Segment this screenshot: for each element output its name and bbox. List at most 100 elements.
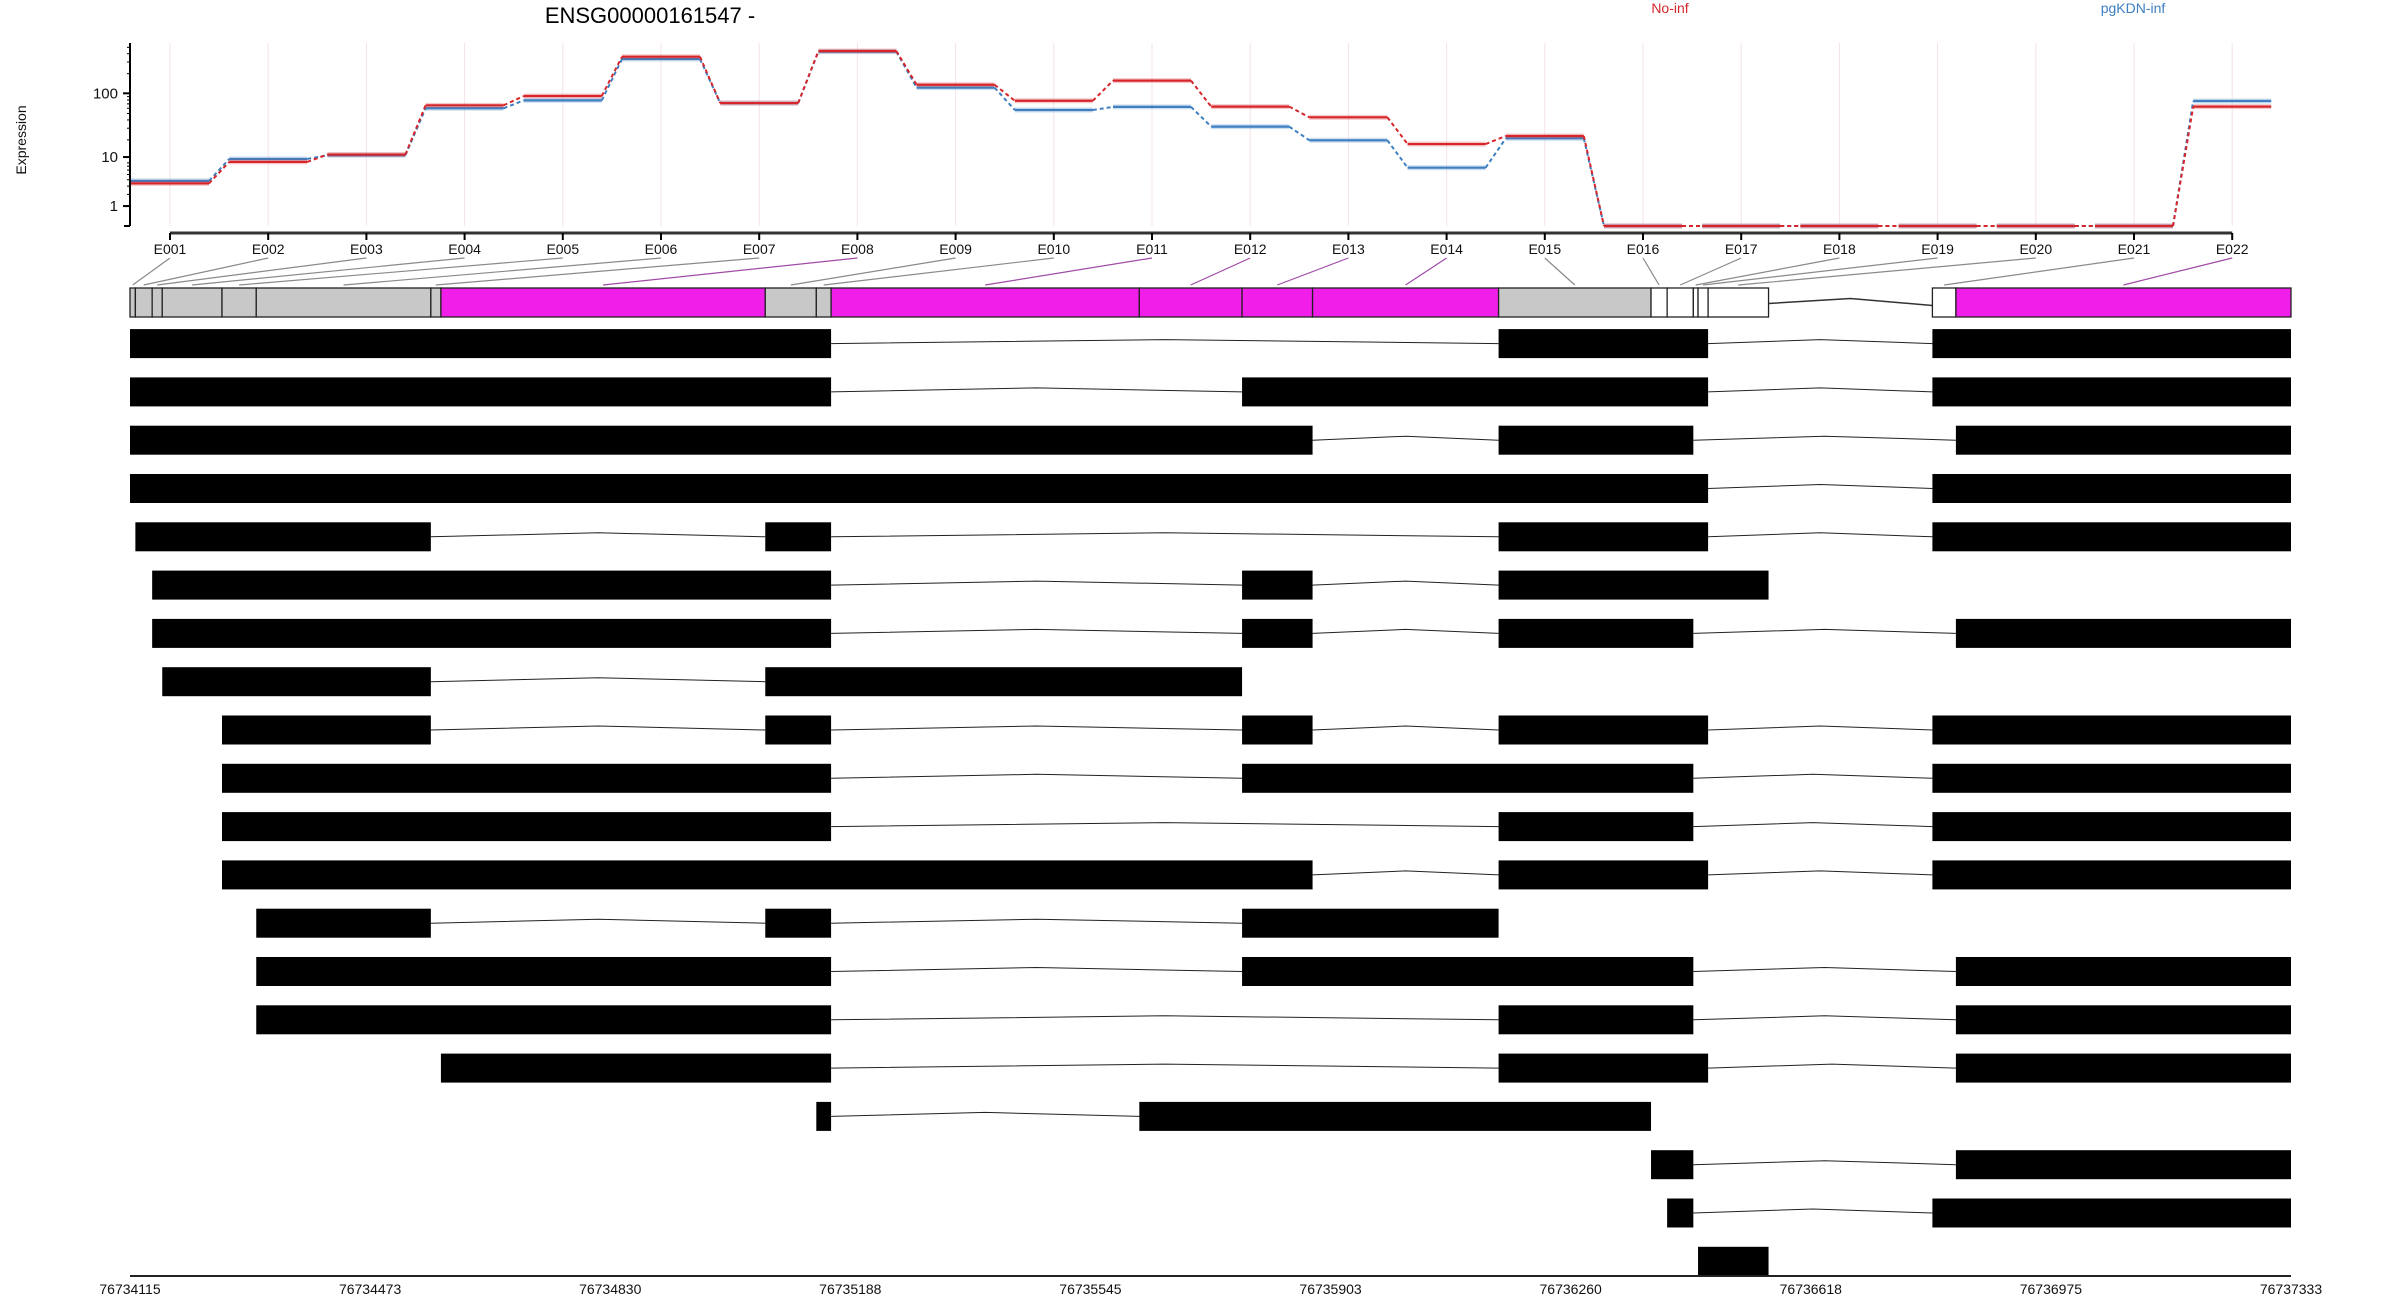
expression-connector [503, 99, 525, 110]
exon-label: E018 [1823, 241, 1856, 257]
transcript-row [1698, 1246, 1769, 1276]
transcript-row [1651, 1150, 2291, 1180]
expression-connector [1288, 125, 1310, 142]
transcript-intron [831, 580, 1243, 586]
transcript-intron [1312, 628, 1499, 634]
exon-connector-line [985, 257, 1153, 286]
exon-connector-line [823, 257, 1054, 286]
transcript-exon [135, 522, 431, 552]
transcript-exon [1498, 570, 1769, 600]
transcript-intron [430, 532, 766, 538]
exon-label: E017 [1725, 241, 1758, 257]
transcript-row [1667, 1198, 2291, 1228]
expression-connector [1386, 139, 1409, 169]
transcript-intron [1693, 1015, 1956, 1021]
transcript-intron [831, 966, 1243, 972]
transcript-intron [1693, 628, 1956, 634]
transcript-exon [1932, 715, 2291, 745]
exon-block-e007 [430, 287, 442, 318]
transcript-exon [256, 1005, 832, 1035]
expression-connector [1582, 135, 1605, 227]
transcript-exon [1667, 1198, 1694, 1228]
transcript-exon [222, 812, 832, 842]
transcript-intron [831, 822, 1499, 828]
transcript-exon [816, 1101, 832, 1131]
transcript-exon [1498, 715, 1709, 745]
transcript-exon [1498, 1053, 1709, 1083]
transcript-intron [1312, 580, 1499, 586]
transcript-row [222, 812, 2291, 842]
transcript-exon [162, 667, 431, 697]
exon-block-e021 [1931, 287, 1957, 318]
transcript-exon [1651, 1150, 1694, 1180]
transcript-intron [1693, 435, 1956, 441]
exon-connector-line [132, 257, 171, 286]
exon-block-e002 [134, 287, 153, 318]
expression-connector [1484, 137, 1507, 169]
transcript-exon [765, 908, 832, 938]
transcript-row [222, 715, 2291, 745]
transcript-intron [1693, 1160, 1956, 1166]
legend-no-inf: No-inf [1651, 0, 1688, 16]
transcript-intron [831, 1015, 1499, 1021]
transcript-exon [222, 763, 832, 793]
transcript-intron [831, 532, 1499, 538]
exon-block-e016 [1650, 287, 1668, 318]
exon-block-e019 [1697, 287, 1709, 318]
transcripts [130, 329, 2291, 1276]
transcript-exon [256, 908, 431, 938]
transcript-intron [831, 628, 1243, 634]
transcript-exon [765, 715, 832, 745]
exon-block-e005 [221, 287, 257, 318]
transcript-exon [1242, 618, 1313, 648]
transcript-row [152, 570, 1769, 600]
exon-connector-line [1695, 257, 1840, 286]
transcript-exon [1955, 1005, 2291, 1035]
transcript-exon [1242, 908, 1499, 938]
exon-connector-line [157, 257, 367, 286]
transcript-row [130, 425, 2291, 455]
expression-connector [1092, 105, 1114, 112]
exon-connector-line [1642, 257, 1660, 286]
transcript-intron [1693, 1208, 1933, 1214]
transcript-exon [1955, 957, 2291, 986]
expression-connector [600, 56, 623, 97]
transcript-intron [1708, 870, 1933, 876]
exon-connector-line [435, 257, 760, 286]
exon-connector-line [192, 257, 465, 286]
expression-connector [895, 50, 918, 86]
transcript-exon [1698, 1246, 1769, 1276]
transcript-intron [430, 677, 766, 683]
exon-label: E011 [1136, 241, 1168, 257]
transcript-exon [152, 618, 832, 648]
transcript-row [222, 860, 2291, 890]
expression-connector [1386, 116, 1409, 145]
expression-connector [208, 158, 230, 182]
y-tick-label: 100 [93, 85, 118, 102]
exon-label: E020 [2019, 241, 2052, 257]
exon-label: E008 [841, 241, 874, 257]
exon-label: E021 [2118, 241, 2151, 257]
transcript-exon [130, 377, 832, 407]
transcript-exon [765, 667, 1243, 697]
exon-block-e018 [1692, 287, 1699, 318]
transcript-row [440, 1053, 2291, 1083]
transcript-exon [130, 329, 832, 359]
exon-connector-line [343, 257, 662, 286]
transcript-intron [430, 918, 766, 924]
transcript-row [162, 667, 1243, 697]
expression-connector [1190, 106, 1212, 128]
chart-title: ENSG00000161547 - [545, 3, 755, 28]
exon-block-e020 [1707, 287, 1770, 318]
transcript-row [135, 522, 2291, 552]
genomic-tick-label: 76735545 [1059, 1281, 1122, 1297]
exon-label: E007 [743, 241, 776, 257]
exon-label: E016 [1627, 241, 1660, 257]
transcript-exon [130, 425, 1313, 455]
exon-block-e006 [255, 287, 432, 318]
exon-connector-line [2123, 257, 2233, 286]
transcript-exon [256, 957, 832, 986]
exon-block-e008 [440, 287, 766, 318]
expression-connector [1485, 135, 1507, 145]
